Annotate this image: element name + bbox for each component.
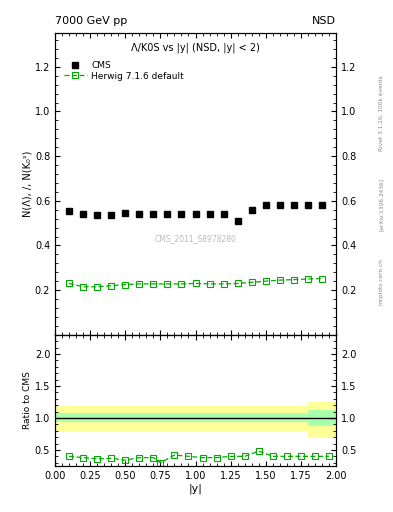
CMS bbox=[235, 218, 240, 224]
CMS bbox=[137, 211, 142, 217]
Herwig 7.1.6 default bbox=[221, 281, 226, 287]
Legend: CMS, Herwig 7.1.6 default: CMS, Herwig 7.1.6 default bbox=[62, 59, 186, 82]
CMS bbox=[123, 210, 128, 216]
Y-axis label: N(Λ), /, N(K₀ˢ): N(Λ), /, N(K₀ˢ) bbox=[22, 151, 32, 217]
Herwig 7.1.6 default bbox=[151, 281, 156, 287]
CMS bbox=[221, 211, 226, 217]
Herwig 7.1.6 default bbox=[207, 281, 212, 287]
CMS bbox=[165, 211, 170, 217]
CMS bbox=[95, 212, 99, 219]
Text: CMS_2011_S8978280: CMS_2011_S8978280 bbox=[154, 234, 237, 243]
Herwig 7.1.6 default bbox=[263, 278, 268, 284]
Herwig 7.1.6 default bbox=[95, 284, 99, 290]
CMS bbox=[179, 211, 184, 217]
CMS bbox=[263, 202, 268, 208]
Herwig 7.1.6 default bbox=[235, 281, 240, 287]
CMS bbox=[277, 202, 282, 208]
CMS bbox=[193, 210, 198, 217]
Herwig 7.1.6 default bbox=[306, 276, 310, 282]
Herwig 7.1.6 default bbox=[165, 281, 170, 287]
CMS bbox=[151, 211, 156, 217]
CMS bbox=[320, 202, 324, 208]
Herwig 7.1.6 default bbox=[109, 283, 114, 289]
CMS bbox=[292, 202, 296, 208]
Herwig 7.1.6 default bbox=[320, 275, 324, 282]
Herwig 7.1.6 default bbox=[277, 277, 282, 283]
Text: [arXiv:1306.3436]: [arXiv:1306.3436] bbox=[379, 178, 384, 231]
CMS bbox=[81, 211, 86, 217]
CMS bbox=[67, 208, 72, 214]
Line: CMS: CMS bbox=[66, 202, 325, 224]
Herwig 7.1.6 default bbox=[67, 281, 72, 287]
Herwig 7.1.6 default bbox=[137, 281, 142, 287]
Herwig 7.1.6 default bbox=[292, 276, 296, 283]
Text: 7000 GeV pp: 7000 GeV pp bbox=[55, 15, 127, 26]
Herwig 7.1.6 default bbox=[250, 279, 254, 285]
Herwig 7.1.6 default bbox=[179, 281, 184, 287]
Text: mcplots.cern.ch: mcplots.cern.ch bbox=[379, 258, 384, 305]
CMS bbox=[306, 202, 310, 208]
Text: NSD: NSD bbox=[312, 15, 336, 26]
Herwig 7.1.6 default bbox=[193, 281, 198, 287]
CMS bbox=[207, 211, 212, 217]
Text: Λ/K0S vs |y| (NSD, |y| < 2): Λ/K0S vs |y| (NSD, |y| < 2) bbox=[131, 42, 260, 53]
CMS bbox=[250, 207, 254, 213]
Text: Rivet 3.1.10, 100k events: Rivet 3.1.10, 100k events bbox=[379, 75, 384, 151]
X-axis label: |y|: |y| bbox=[189, 483, 202, 494]
Herwig 7.1.6 default bbox=[123, 282, 128, 288]
Line: Herwig 7.1.6 default: Herwig 7.1.6 default bbox=[66, 276, 325, 290]
CMS bbox=[109, 212, 114, 219]
Y-axis label: Ratio to CMS: Ratio to CMS bbox=[23, 371, 32, 429]
Herwig 7.1.6 default bbox=[81, 284, 86, 290]
